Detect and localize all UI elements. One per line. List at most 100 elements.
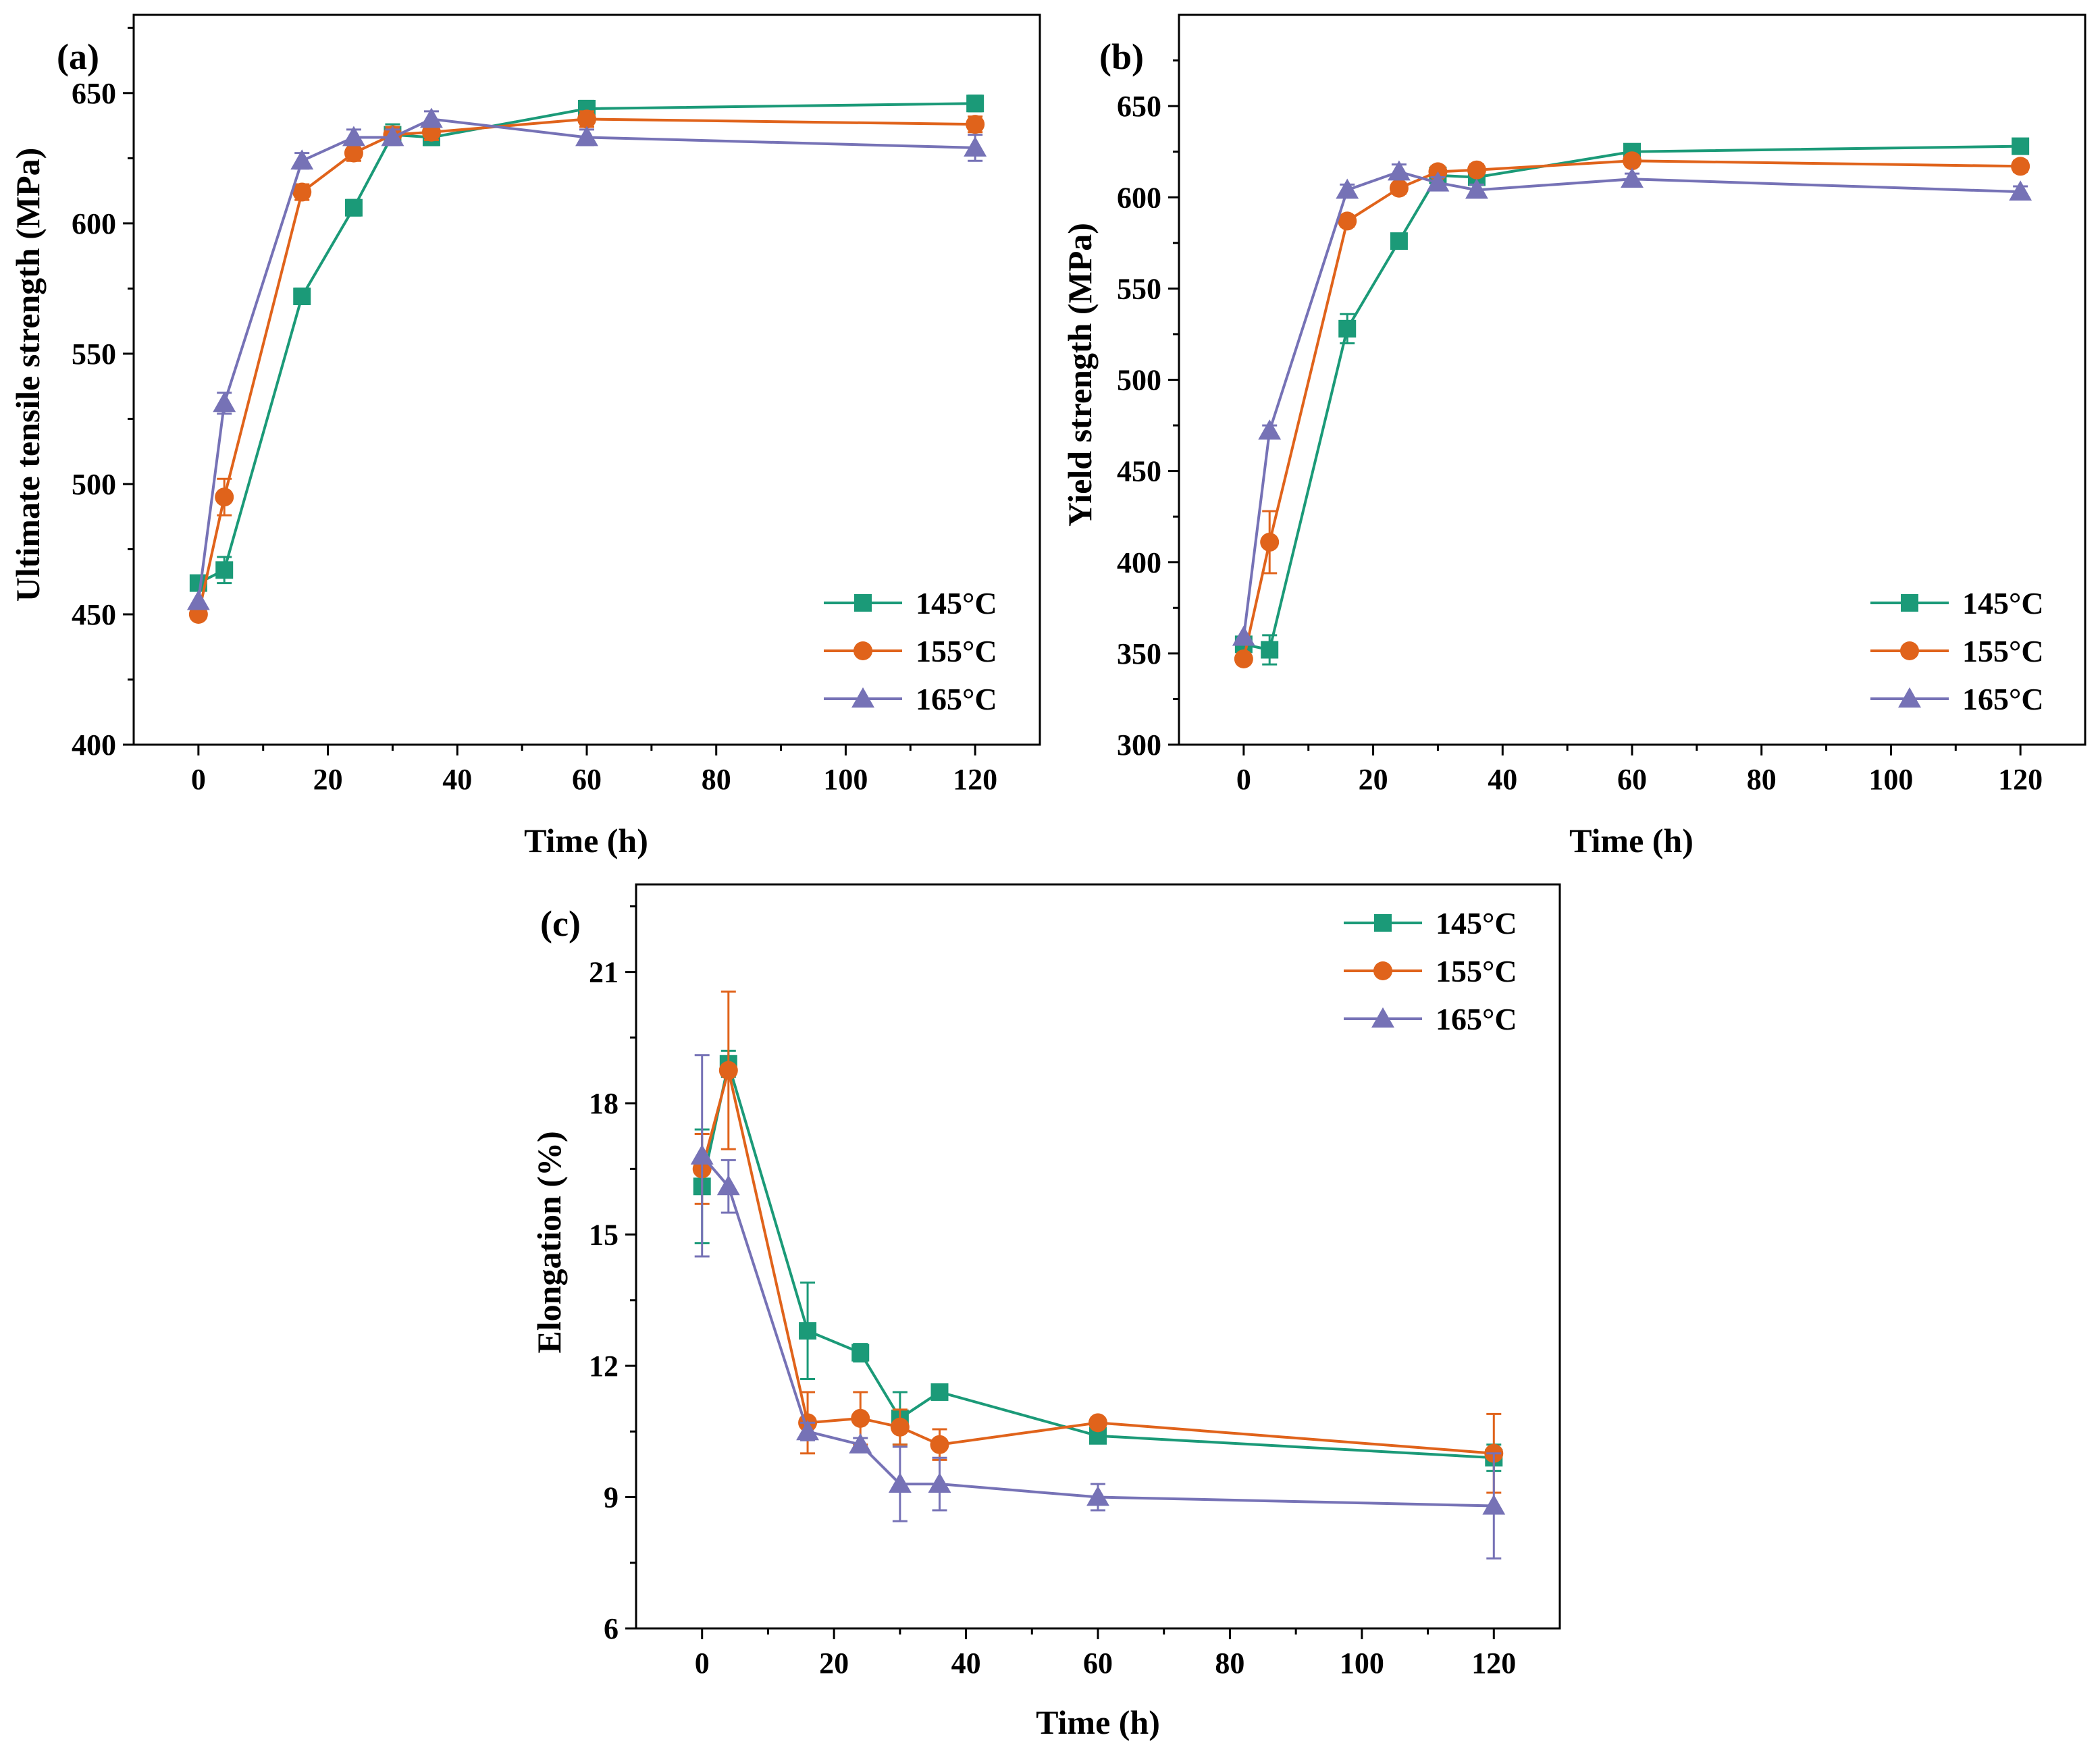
data-point-b [1426,171,1450,192]
series-c-155°C [692,990,1504,1494]
y-tick-label-b: 500 [1117,364,1161,397]
x-tick-label-b: 120 [1998,763,2043,796]
data-point-c [1086,1485,1109,1506]
data-point-a [381,126,404,147]
data-point-b [2012,137,2030,155]
series-line-b [1242,159,2021,660]
x-tick-label-a: 120 [953,763,997,796]
y-tick-label-c: 9 [604,1481,619,1514]
legend-label-a: 165°C [916,682,997,716]
panel-label-c: (c) [540,903,581,944]
x-tick-label-a: 80 [702,763,731,796]
legend-marker-a [854,641,872,660]
data-point-a [213,392,236,413]
legend-label-b: 155°C [1962,634,2044,668]
series-b-155°C [1234,151,2030,668]
data-point-b [1261,641,1279,659]
data-point-c [799,1322,817,1340]
x-tick-label-a: 60 [572,763,602,796]
legend-marker-a [851,687,874,708]
y-tick-label-a: 600 [72,207,116,240]
data-point-b [1623,151,1642,171]
x-tick-label-c: 60 [1083,1647,1113,1680]
y-tick-label-c: 21 [589,956,619,989]
legend-label-c: 155°C [1436,954,1517,988]
data-point-a [344,143,363,163]
data-point-c [796,1420,820,1441]
x-tick-label-b: 60 [1617,763,1647,796]
legend-label-a: 155°C [916,634,997,668]
x-tick-label-c: 40 [951,1647,981,1680]
y-tick-label-b: 600 [1117,181,1161,214]
legend-marker-c [1373,961,1392,980]
y-axis-title-c: Elongation (%) [530,1131,568,1353]
y-tick-label-c: 18 [589,1087,619,1120]
x-tick-label-b: 0 [1236,763,1251,796]
x-tick-label-b: 40 [1488,763,1517,796]
data-point-b [1338,319,1357,338]
data-point-c [930,1383,949,1401]
legend-marker-c [1374,914,1392,932]
x-tick-label-c: 80 [1215,1647,1244,1680]
y-axis-title-b: Yield strength (MPa) [1061,223,1099,527]
panel-b: (b) Time (h) Yield strength (MPa) 0 20 40 6… [1061,14,2086,859]
x-tick-label-c: 100 [1340,1647,1384,1680]
y-axis-title-a: Ultimate tensile strength (MPa) [9,148,47,602]
series-line-b [1243,144,2021,652]
data-point-b [1338,211,1357,231]
series-b-165°C [1232,160,2032,646]
data-point-b [1621,167,1644,188]
data-point-a [577,109,596,129]
data-point-c [890,1417,910,1437]
panel-label-b: (b) [1099,36,1144,77]
y-tick-label-c: 15 [589,1219,619,1252]
x-tick-label-a: 0 [191,763,206,796]
data-point-a [293,287,311,305]
data-point-c [690,1144,714,1165]
y-tick-label-a: 650 [72,77,116,110]
data-point-a [964,136,987,157]
data-point-a [215,487,234,507]
legend-marker-b [1900,641,1919,660]
legend-marker-a [854,594,872,612]
x-tick-label-b: 80 [1747,763,1777,796]
data-point-b [1234,649,1253,668]
data-point-a [344,198,363,217]
x-tick-label-c: 20 [819,1647,849,1680]
x-tick-label-a: 40 [442,763,472,796]
data-point-c [1088,1413,1107,1433]
y-tick-label-b: 550 [1117,272,1161,305]
data-point-a [290,149,314,170]
y-tick-label-b: 400 [1117,546,1161,579]
data-point-a [186,589,210,610]
data-point-a [215,561,234,579]
data-point-c [718,1061,738,1080]
y-tick-label-c: 6 [604,1612,619,1645]
data-point-b [1389,178,1409,198]
legend-label-b: 145°C [1962,586,2044,620]
data-point-b [1465,178,1488,199]
data-point-c [888,1472,912,1493]
x-axis-title-a: Time (h) [524,822,648,859]
data-point-b [1260,533,1280,552]
y-tick-label-a: 450 [72,598,116,631]
data-point-c [716,1175,740,1196]
legend-label-c: 165°C [1436,1002,1517,1036]
data-point-a [966,115,985,134]
series-line-a [196,117,976,602]
series-line-c [700,1069,1494,1455]
data-point-a [966,95,985,113]
y-tick-label-a: 400 [72,728,116,762]
data-point-a [342,126,365,147]
x-tick-label-b: 20 [1359,763,1388,796]
panel-a: (a) Time (h) Ultimate tensile strength (… [9,14,1041,859]
data-point-c [851,1344,870,1362]
y-tick-label-b: 300 [1117,728,1161,762]
data-point-b [1232,625,1255,646]
series-line-c [701,1154,1494,1508]
x-tick-label-a: 100 [823,763,868,796]
series-line-b [1242,170,2021,637]
x-tick-label-a: 20 [313,763,343,796]
